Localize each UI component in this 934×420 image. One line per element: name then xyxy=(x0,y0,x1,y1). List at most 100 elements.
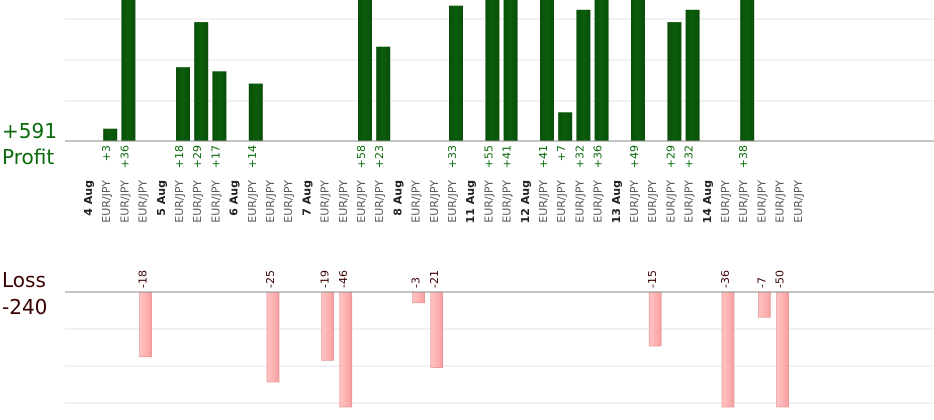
date-label: 5 Aug xyxy=(155,180,168,216)
pair-label: EUR/JPY xyxy=(774,180,787,223)
profit-value-label: +32 xyxy=(683,145,696,168)
loss-bar xyxy=(721,291,735,408)
profit-value-label: +33 xyxy=(446,145,459,168)
pair-label: EUR/JPY xyxy=(118,180,131,223)
profit-label: Profit xyxy=(2,145,54,169)
loss-bar xyxy=(266,291,280,383)
profit-bar xyxy=(558,112,573,141)
pair-label: EUR/JPY xyxy=(355,180,368,223)
pair-label: EUR/JPY xyxy=(482,180,495,223)
date-label: 8 Aug xyxy=(391,180,404,216)
pair-label: EUR/JPY xyxy=(537,180,550,223)
loss-value-label: -7 xyxy=(755,277,768,288)
pair-label: EUR/JPY xyxy=(337,180,350,223)
pair-label: EUR/JPY xyxy=(719,180,732,223)
loss-value-label: -25 xyxy=(264,270,277,288)
profit-bar xyxy=(540,0,554,141)
pair-label: EUR/JPY xyxy=(664,180,677,223)
profit-bar xyxy=(576,9,591,141)
profit-bar xyxy=(503,0,518,141)
date-label: 12 Aug xyxy=(519,180,532,223)
profit-value-label: +29 xyxy=(664,145,677,168)
profit-value-label: +41 xyxy=(537,145,550,168)
pair-label: EUR/JPY xyxy=(555,180,568,223)
profit-value-label: +7 xyxy=(555,145,568,161)
profit-bar xyxy=(667,22,682,142)
pair-label: EUR/JPY xyxy=(191,180,204,223)
profit-value-label: +14 xyxy=(246,145,259,168)
profit-bar xyxy=(103,128,118,141)
profit-bar xyxy=(685,9,700,141)
pair-label: EUR/JPY xyxy=(137,180,150,223)
profit-bar xyxy=(485,0,500,141)
profit-bar xyxy=(740,0,755,141)
pair-label: EUR/JPY xyxy=(373,180,386,223)
pair-label: EUR/JPY xyxy=(264,180,277,223)
profit-value-label: +23 xyxy=(373,145,386,168)
pair-label: EUR/JPY xyxy=(428,180,441,223)
pair-label: EUR/JPY xyxy=(209,180,222,223)
profit-value-label: +55 xyxy=(482,145,495,168)
profit-value-label: +41 xyxy=(501,145,514,168)
loss-value-label: -21 xyxy=(428,270,441,288)
pair-label: EUR/JPY xyxy=(792,180,805,223)
profit-value-label: +18 xyxy=(173,145,186,168)
profit-bar xyxy=(121,0,136,141)
bar-labels: +3 +36 -18 +18 +29 +17 +14 -25 -19 -46 +58 +23 -3 -21… xyxy=(100,145,786,288)
date-label: 6 Aug xyxy=(228,180,241,216)
profit-bar xyxy=(449,5,463,142)
loss-bar xyxy=(758,291,771,318)
loss-bar xyxy=(776,291,789,408)
pair-label: EUR/JPY xyxy=(410,180,423,223)
profit-value-label: +38 xyxy=(737,145,750,168)
loss-value-label: -18 xyxy=(137,270,150,288)
loss-bar xyxy=(139,291,152,358)
pair-label: EUR/JPY xyxy=(683,180,696,223)
profit-value-label: +29 xyxy=(191,145,204,168)
loss-total: -240 xyxy=(2,295,47,319)
loss-value-label: -50 xyxy=(774,270,787,288)
pair-label: EUR/JPY xyxy=(246,180,259,223)
loss-value-label: -3 xyxy=(410,277,423,288)
loss-bar xyxy=(648,291,662,347)
profit-value-label: +36 xyxy=(118,145,131,168)
profit-value-label: +58 xyxy=(355,145,368,168)
profit-bar xyxy=(248,83,263,141)
loss-label: Loss xyxy=(2,268,46,292)
pair-label: EUR/JPY xyxy=(755,180,768,223)
profit-bar xyxy=(631,0,645,141)
date-label: 7 Aug xyxy=(300,180,313,216)
date-label: 4 Aug xyxy=(82,180,95,216)
pair-label: EUR/JPY xyxy=(501,180,514,223)
pair-label: EUR/JPY xyxy=(446,180,459,223)
category-labels: 4 Aug EUR/JPY EUR/JPY EUR/JPY 5 Aug EUR/JPY EU… xyxy=(82,180,805,224)
loss-bar xyxy=(339,291,353,408)
pair-label: EUR/JPY xyxy=(737,180,750,223)
date-label: 11 Aug xyxy=(464,180,477,223)
profit-bar xyxy=(376,46,391,142)
gridlines xyxy=(65,18,934,404)
pair-label: EUR/JPY xyxy=(100,180,113,223)
profit-bar xyxy=(194,22,209,142)
date-label: 14 Aug xyxy=(701,180,714,223)
profit-value-label: +49 xyxy=(628,145,641,168)
loss-value-label: -19 xyxy=(319,270,332,288)
pair-label: EUR/JPY xyxy=(319,180,332,223)
profit-bar xyxy=(212,71,227,141)
profit-total: +591 xyxy=(2,119,57,143)
profit-bar xyxy=(358,0,372,141)
date-label: 13 Aug xyxy=(610,180,623,223)
pair-label: EUR/JPY xyxy=(573,180,586,223)
profit-value-label: +32 xyxy=(573,145,586,168)
bars xyxy=(103,0,789,408)
loss-bar xyxy=(412,291,425,304)
pair-label: EUR/JPY xyxy=(282,180,295,223)
profit-bar xyxy=(594,0,609,141)
loss-bar xyxy=(321,291,334,361)
pair-label: EUR/JPY xyxy=(592,180,605,223)
loss-value-label: -36 xyxy=(719,270,732,288)
loss-bar xyxy=(430,291,444,368)
profit-value-label: +17 xyxy=(209,145,222,168)
loss-value-label: -46 xyxy=(337,270,350,288)
